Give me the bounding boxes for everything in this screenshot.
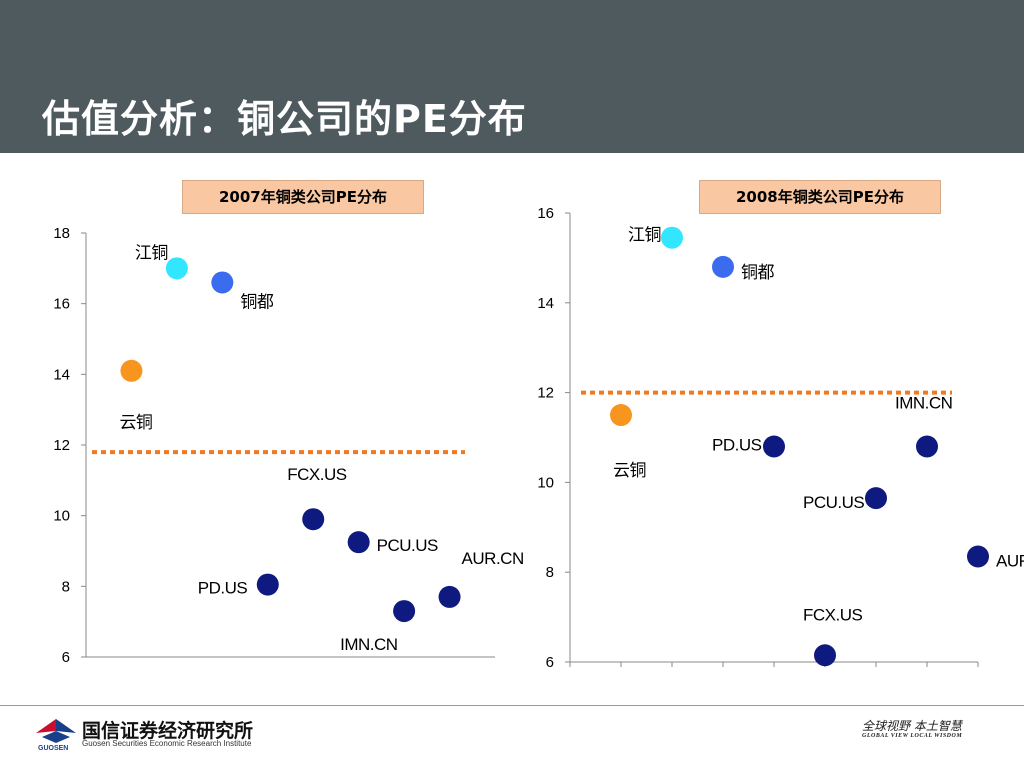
footer-divider <box>0 705 1024 706</box>
chart-1-y-tick-label: 10 <box>537 474 554 491</box>
chart-1-point <box>610 404 632 427</box>
chart-1-y-tick-label: 12 <box>537 385 554 402</box>
chart-2008-title: 2008年铜类公司PE分布 <box>699 180 941 214</box>
chart-0-point <box>256 573 279 596</box>
slide-title: 估值分析：铜公司的PE分布 <box>42 97 527 141</box>
chart-1-point-label: 江铜 <box>628 226 661 245</box>
chart-0-point <box>347 531 370 554</box>
chart-0-point-label: AUR.CN <box>462 549 524 568</box>
chart-0-point-label: FCX.US <box>287 465 347 484</box>
chart-1-point <box>967 545 989 568</box>
chart-0-point <box>211 271 234 294</box>
chart-0-point-label: PD.US <box>198 579 248 598</box>
chart-0-y-tick-label: 8 <box>62 578 70 595</box>
chart-1-point-label: PCU.US <box>803 493 864 512</box>
chart-0-point <box>302 508 325 531</box>
chart-0-y-tick-label: 16 <box>53 296 70 313</box>
chart-0-y-tick-label: 12 <box>53 437 70 454</box>
chart-0-point <box>438 585 461 608</box>
slogan: 全球视野 本土智慧 <box>862 719 962 733</box>
chart-1-point-label: 云铜 <box>613 461 646 480</box>
chart-0-point <box>393 600 416 623</box>
chart-1-point <box>916 435 938 458</box>
org-name: 国信证券经济研究所 <box>82 720 254 742</box>
chart-0-point <box>165 257 188 280</box>
org-subtitle: Guosen Securities Economic Research Inst… <box>82 739 252 748</box>
chart-0-y-tick-label: 18 <box>53 225 70 242</box>
chart-0-y-tick-label: 10 <box>53 508 70 525</box>
chart-1-y-tick-label: 6 <box>546 654 554 671</box>
chart-1-point <box>763 435 785 458</box>
chart-0-y-tick-label: 6 <box>62 649 70 666</box>
chart-0-point-label: 江铜 <box>135 243 168 262</box>
chart-1-point <box>661 226 683 249</box>
chart-2007-title: 2007年铜类公司PE分布 <box>182 180 424 214</box>
chart-0-point-label: IMN.CN <box>340 635 397 654</box>
chart-1-point-label: FCX.US <box>803 605 863 624</box>
chart-0-point-label: 铜都 <box>240 292 273 311</box>
chart-0-y-tick-label: 14 <box>53 366 70 383</box>
chart-0-point <box>120 359 143 382</box>
title-bar <box>0 0 1024 153</box>
chart-0-point-label: PCU.US <box>377 536 438 555</box>
chart-1-point <box>712 255 734 278</box>
chart-1-y-tick-label: 8 <box>546 564 554 581</box>
chart-1-point-label: 铜都 <box>741 263 774 282</box>
guosen-logo-icon <box>36 719 76 743</box>
chart-1-point <box>865 487 887 510</box>
chart-1-point-label: PD.US <box>712 435 762 454</box>
chart-1-y-tick-label: 16 <box>537 205 554 222</box>
slogan-en: GLOBAL VIEW LOCAL WISDOM <box>862 733 963 739</box>
chart-1-point-label: IMN.CN <box>895 393 952 412</box>
chart-0-point-label: 云铜 <box>119 413 152 432</box>
logo-text: GUOSEN <box>38 745 69 752</box>
chart-1-point-label: AUR.CN <box>996 551 1024 570</box>
chart-1-point <box>814 644 836 667</box>
chart-1-y-tick-label: 14 <box>537 295 554 312</box>
